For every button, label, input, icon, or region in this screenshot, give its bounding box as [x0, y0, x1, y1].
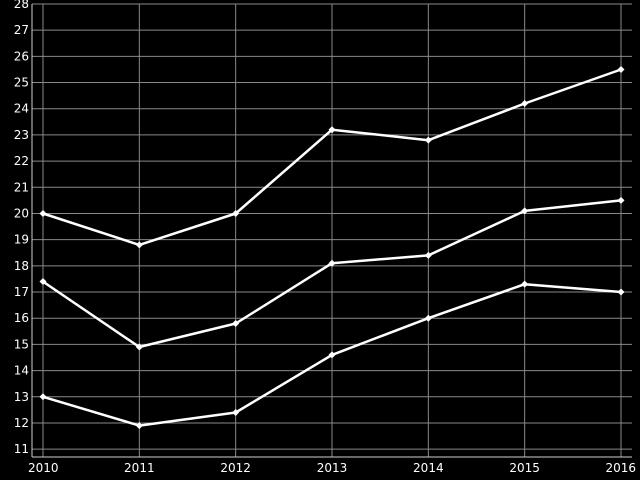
data-point: [617, 65, 625, 73]
y-tick-label: 22: [14, 154, 29, 168]
data-point: [521, 207, 529, 215]
y-tick-label: 23: [14, 128, 29, 142]
x-tick-label: 2015: [509, 461, 540, 475]
data-point: [424, 314, 432, 322]
data-point: [521, 100, 529, 108]
y-tick-label: 21: [14, 180, 29, 194]
data-point: [424, 251, 432, 259]
y-tick-label: 11: [14, 442, 29, 456]
axes: [31, 4, 632, 458]
series-2: [39, 196, 625, 351]
data-point: [39, 393, 47, 401]
x-tick-label: 2012: [220, 461, 251, 475]
data-point: [617, 196, 625, 204]
data-point: [328, 259, 336, 267]
x-tick-label: 2014: [413, 461, 444, 475]
series-1: [39, 65, 625, 249]
y-tick-label: 16: [14, 311, 29, 325]
data-point: [232, 209, 240, 217]
y-tick-label: 18: [14, 259, 29, 273]
series-group: [39, 65, 625, 430]
y-tick-label: 25: [14, 76, 29, 90]
series-3: [39, 280, 625, 430]
grid-lines: [32, 3, 632, 457]
data-point: [39, 278, 47, 286]
y-tick-labels: 11 12 13 14 15 16 17 18 19 20 21 22 23 24 25 26 27 28: [14, 0, 29, 456]
x-tick-label: 2011: [124, 461, 155, 475]
data-point: [232, 408, 240, 416]
y-tick-label: 12: [14, 416, 29, 430]
data-point: [135, 343, 143, 351]
x-tick-label: 2016: [605, 461, 636, 475]
data-point: [328, 126, 336, 134]
y-tick-label: 13: [14, 390, 29, 404]
data-point: [521, 280, 529, 288]
y-tick-label: 19: [14, 233, 29, 247]
y-tick-label: 27: [14, 23, 29, 37]
data-point: [135, 241, 143, 249]
y-tick-label: 20: [14, 206, 29, 220]
data-point: [135, 422, 143, 430]
x-tick-label: 2013: [317, 461, 348, 475]
y-tick-label: 24: [14, 102, 29, 116]
y-tick-label: 17: [14, 285, 29, 299]
x-tick-labels: 2010 2011 2012 2013 2014 2015 2016: [28, 461, 636, 475]
y-tick-label: 28: [14, 0, 29, 11]
data-point: [617, 288, 625, 296]
data-point: [232, 319, 240, 327]
data-point: [424, 136, 432, 144]
x-tick-label: 2010: [28, 461, 59, 475]
y-tick-label: 14: [14, 364, 29, 378]
data-point: [328, 351, 336, 359]
y-tick-label: 15: [14, 337, 29, 351]
y-tick-label: 26: [14, 49, 29, 63]
data-point: [39, 209, 47, 217]
